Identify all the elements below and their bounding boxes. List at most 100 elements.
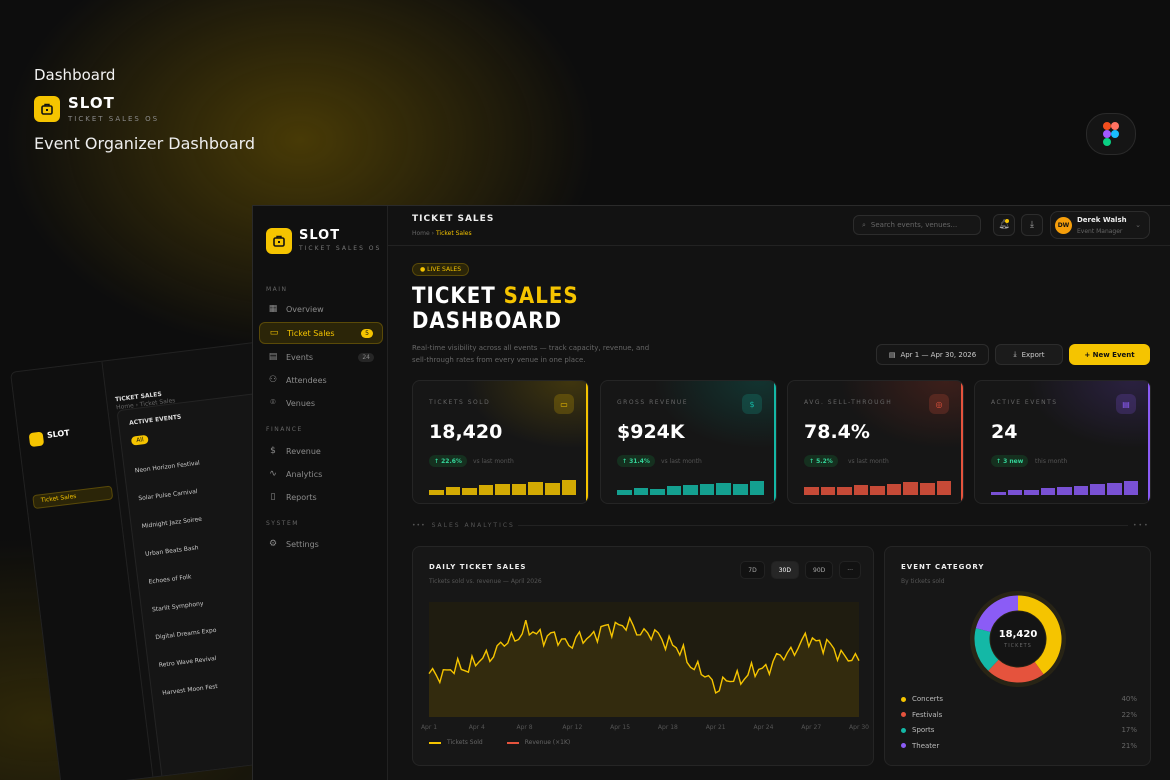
category-legend-item[interactable]: Festivals 22% bbox=[901, 711, 1137, 719]
preview-event-item[interactable]: Starlit Symphony bbox=[151, 600, 204, 614]
kpi-bar bbox=[919, 482, 935, 495]
sidebar-item-label: Ticket Sales bbox=[287, 328, 335, 338]
export-button[interactable]: ⤓ Export bbox=[995, 344, 1063, 365]
kpi-bar bbox=[837, 487, 852, 495]
donut-slice-festivals[interactable] bbox=[988, 659, 1044, 683]
donut-slice-concerts[interactable] bbox=[1017, 595, 1062, 675]
range-90d[interactable]: 90D bbox=[805, 561, 834, 579]
preview-event-item[interactable]: Midnight Jazz Soiree bbox=[141, 515, 203, 531]
daily-ticket-sales-card: DAILY TICKET SALES Tickets sold vs. reve… bbox=[412, 546, 874, 766]
date-range-picker[interactable]: ▤ Apr 1 — Apr 30, 2026 bbox=[876, 344, 989, 365]
kpi-accent-edge bbox=[586, 381, 588, 503]
category-name: Theater bbox=[912, 741, 940, 750]
range-30d[interactable]: 30D bbox=[770, 561, 799, 579]
doc-icon: ▯ bbox=[270, 492, 276, 502]
kpi-bar bbox=[903, 482, 918, 495]
preview-event-item[interactable]: Echoes of Folk bbox=[148, 573, 192, 586]
kpi-label: GROSS REVENUE bbox=[617, 399, 689, 406]
kpi-bar bbox=[544, 482, 560, 495]
kpi-comparison: vs last month bbox=[661, 458, 702, 465]
x-tick-label: Apr 30 bbox=[849, 724, 869, 731]
export-icon: ⤓ bbox=[1013, 350, 1017, 358]
ticket-bag-icon bbox=[41, 103, 53, 115]
category-name: Concerts bbox=[912, 695, 944, 703]
sidebar-item-analytics[interactable]: ∿ Analytics bbox=[259, 463, 383, 485]
grid-icon: ▦ bbox=[268, 304, 278, 314]
kpi-bar bbox=[462, 487, 477, 495]
category-name: Festivals bbox=[912, 710, 943, 719]
page-heading-line-2: DASHBOARD bbox=[412, 309, 562, 334]
kpi-bar bbox=[1106, 482, 1122, 495]
kpi-accent-edge bbox=[1148, 381, 1150, 503]
donut-slice-sports[interactable] bbox=[974, 628, 999, 671]
sidebar-section-system: SYSTEM bbox=[266, 520, 299, 527]
breadcrumb-home[interactable]: Home bbox=[412, 230, 430, 237]
calendar-icon: ▤ bbox=[268, 352, 278, 362]
sidebar-item-revenue[interactable]: $ Revenue bbox=[259, 440, 383, 462]
preview-filter-all[interactable]: All bbox=[130, 434, 150, 446]
x-tick-label: Apr 21 bbox=[706, 724, 726, 731]
legend-dot bbox=[901, 743, 906, 748]
kpi-card[interactable]: ACTIVE EVENTS ▤ 24 ↑ 3 new this month bbox=[974, 380, 1151, 504]
hero-description: Event Organizer Dashboard bbox=[34, 134, 256, 153]
more-options-button[interactable]: ··· bbox=[839, 561, 861, 579]
sidebar-item-reports[interactable]: ▯ Reports bbox=[259, 486, 383, 508]
heading-word: TICKET bbox=[412, 284, 496, 309]
sidebar-item-overview[interactable]: ▦ Overview bbox=[259, 298, 383, 320]
kpi-change-badge: ↑ 3 new bbox=[991, 455, 1029, 467]
category-title: EVENT CATEGORY bbox=[901, 563, 985, 571]
section-divider bbox=[518, 525, 1128, 526]
preview-event-item[interactable]: Solar Pulse Carnival bbox=[137, 488, 198, 503]
category-legend-item[interactable]: Sports 17% bbox=[901, 726, 1137, 734]
sidebar-item-attendees[interactable]: ⚇ Attendees bbox=[259, 369, 383, 391]
kpi-icon: $ bbox=[742, 394, 762, 414]
sidebar-item-venues[interactable]: ⌾ Venues bbox=[259, 392, 383, 414]
kpi-bar bbox=[1057, 487, 1072, 495]
kpi-bar bbox=[804, 487, 819, 495]
donut-slice-theater[interactable] bbox=[975, 595, 1019, 633]
download-button[interactable]: ⤓ bbox=[1021, 214, 1043, 236]
notifications-button[interactable]: 🔔︎ bbox=[993, 214, 1015, 236]
kpi-bar bbox=[561, 479, 577, 495]
search-icon: ⌕ bbox=[862, 220, 866, 229]
user-role: Event Manager bbox=[1077, 228, 1123, 235]
chart-plot-area bbox=[429, 602, 859, 717]
kpi-bar bbox=[445, 487, 461, 495]
user-menu[interactable]: DW Derek Walsh Event Manager ⌄ bbox=[1050, 211, 1150, 239]
category-legend-item[interactable]: Theater 21% bbox=[901, 742, 1137, 750]
events-badge: 24 bbox=[358, 352, 374, 362]
x-tick-label: Apr 4 bbox=[469, 724, 485, 731]
kpi-accent-edge bbox=[774, 381, 776, 503]
kpi-bar bbox=[749, 480, 765, 495]
preview-event-item[interactable]: Neon Horizon Festival bbox=[134, 459, 201, 475]
tickets-area bbox=[429, 618, 859, 717]
preview-event-item[interactable]: Retro Wave Revival bbox=[158, 655, 217, 670]
search-input[interactable]: ⌕ Search events, venues... bbox=[853, 215, 981, 235]
preview-event-item[interactable]: Digital Dreams Expo bbox=[155, 626, 217, 642]
export-label: Export bbox=[1021, 350, 1045, 359]
range-7d[interactable]: 7D bbox=[740, 561, 765, 579]
sidebar-item-events[interactable]: ▤ Events 24 bbox=[259, 346, 383, 368]
legend-swatch-tickets bbox=[429, 741, 441, 744]
sidebar-item-ticket-sales[interactable]: ▭ Ticket Sales 5 bbox=[259, 322, 383, 344]
preview-event-item[interactable]: Urban Beats Bash bbox=[144, 544, 199, 558]
new-event-button[interactable]: + New Event bbox=[1069, 344, 1150, 365]
sidebar-logo[interactable] bbox=[266, 228, 292, 254]
kpi-card[interactable]: AVG. SELL-THROUGH ◎ 78.4% ↑ 5.2% vs last mon… bbox=[787, 380, 964, 504]
preview-event-item[interactable]: Harvest Moon Fest bbox=[161, 683, 219, 697]
chart-legend: Tickets Sold Revenue (×1K) bbox=[429, 739, 570, 746]
sidebar-item-label: Analytics bbox=[286, 469, 323, 479]
legend-dot bbox=[901, 712, 906, 717]
sidebar-item-label: Overview bbox=[286, 304, 324, 314]
kpi-card[interactable]: GROSS REVENUE $ $924K ↑ 31.4% vs last month bbox=[600, 380, 777, 504]
kpi-sparkbars bbox=[429, 473, 577, 495]
ticket-bag-icon bbox=[273, 235, 285, 247]
category-legend-item[interactable]: Concerts 40% bbox=[901, 695, 1137, 703]
kpi-card[interactable]: TICKETS SOLD ▭ 18,420 ↑ 22.6% vs last month bbox=[412, 380, 589, 504]
preview-logo bbox=[28, 431, 45, 448]
event-category-card: EVENT CATEGORY By tickets sold 18,420 TI… bbox=[884, 546, 1151, 766]
search-placeholder: Search events, venues... bbox=[870, 221, 958, 229]
kpi-label: AVG. SELL-THROUGH bbox=[804, 399, 893, 406]
sidebar-item-settings[interactable]: ⚙ Settings bbox=[259, 533, 383, 555]
kpi-label: ACTIVE EVENTS bbox=[991, 399, 1058, 406]
